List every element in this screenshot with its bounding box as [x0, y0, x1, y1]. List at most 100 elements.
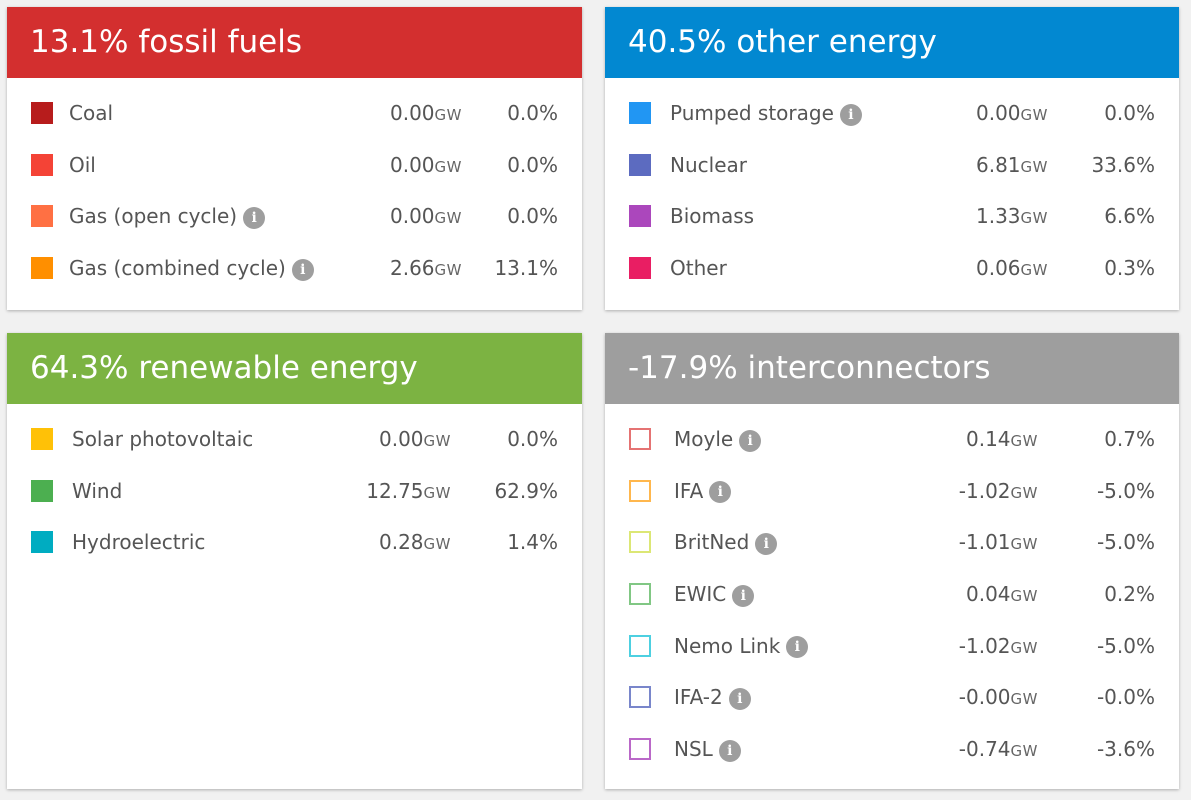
info-icon[interactable]: i [243, 206, 266, 229]
renewable-energy-rows: Solar photovoltaic 0.00GW 0.0% Wind 12.75GW 6… [7, 404, 582, 567]
info-icon[interactable]: i [291, 258, 314, 281]
source-row-coal: Coal 0.00GW 0.0% [7, 86, 582, 138]
source-row-hydroelectric: Hydroelectric 0.28GW 1.4% [7, 515, 582, 567]
source-label-text: IFA [674, 478, 704, 503]
gigawatt-value: -1.02GW [959, 619, 1038, 675]
gigawatt-value: 2.66GW [390, 241, 462, 297]
info-icon[interactable]: i [728, 687, 751, 710]
gigawatt-number: 0.28 [379, 530, 424, 555]
gigawatt-number: 0.00 [390, 101, 435, 125]
gigawatt-unit: GW [434, 261, 462, 280]
percent-value: 0.0% [1104, 101, 1155, 125]
gigawatt-unit: GW [434, 157, 462, 176]
source-label-text: Gas (open cycle) [69, 204, 238, 229]
source-label: Solar photovoltaic [72, 412, 253, 466]
source-label-text: Biomass [670, 204, 755, 229]
color-swatch [629, 153, 651, 176]
gigawatt-unit: GW [434, 106, 462, 124]
interconnectors-rows: Moyle i 0.14GW 0.7% IFA i -1.02GW -5.0% BritNed i… [605, 404, 1179, 774]
gigawatt-value: 0.00GW [976, 86, 1048, 142]
source-row-gas-combined-cycle: Gas (combined cycle) i 2.66GW 13.1% [7, 241, 582, 293]
source-label: Oil [69, 138, 96, 192]
percent-value: 6.6% [1104, 204, 1155, 229]
percent-value: 0.3% [1104, 256, 1155, 281]
source-label: IFA i [674, 464, 732, 518]
color-swatch [31, 531, 53, 554]
source-label: Nuclear [670, 138, 747, 192]
gigawatt-unit: GW [1010, 638, 1038, 657]
color-swatch [31, 153, 53, 176]
gigawatt-number: 12.75 [366, 478, 424, 503]
gigawatt-value: -1.01GW [959, 515, 1038, 571]
percent-value: -5.0% [1096, 530, 1155, 555]
color-swatch [629, 634, 651, 657]
source-label: Hydroelectric [72, 515, 205, 569]
gigawatt-number: 6.81 [976, 152, 1021, 177]
gigawatt-unit: GW [423, 483, 451, 502]
color-swatch [629, 428, 651, 450]
source-row-nemo-link: Nemo Link i -1.02GW -5.0% [605, 619, 1179, 671]
gigawatt-value: 0.14GW [966, 412, 1038, 468]
percent-value: 0.7% [1104, 427, 1155, 451]
percent-value: 62.9% [494, 478, 558, 503]
info-icon[interactable]: i [732, 584, 755, 607]
percent-value: -5.0% [1096, 633, 1155, 658]
source-label: NSL i [674, 722, 741, 776]
gigawatt-unit: GW [1020, 106, 1048, 124]
source-row-nsl: NSL i -0.74GW -3.6% [605, 722, 1179, 774]
info-icon[interactable]: i [739, 429, 762, 452]
source-label: Coal [69, 86, 113, 140]
source-row-nuclear: Nuclear 6.81GW 33.6% [605, 138, 1179, 190]
percent-value: 0.0% [507, 427, 558, 451]
percent-value: 0.0% [507, 101, 558, 125]
percent-value: 33.6% [1091, 152, 1155, 177]
gigawatt-unit: GW [423, 432, 451, 450]
color-swatch [629, 479, 651, 502]
source-row-britned: BritNed i -1.01GW -5.0% [605, 515, 1179, 567]
gigawatt-number: -1.01 [958, 530, 1011, 555]
color-swatch [629, 686, 651, 709]
gigawatt-value: 0.00GW [379, 412, 451, 468]
gigawatt-number: 1.33 [976, 204, 1021, 229]
color-swatch [629, 102, 651, 124]
gigawatt-number: 0.00 [390, 152, 435, 177]
source-label: Wind [72, 464, 122, 518]
source-label: BritNed i [674, 515, 778, 569]
gigawatt-number: -1.02 [958, 633, 1011, 658]
color-swatch [629, 531, 651, 554]
color-swatch [31, 102, 53, 124]
info-icon[interactable]: i [786, 636, 809, 659]
source-label-text: Other [670, 256, 727, 281]
gigawatt-unit: GW [1010, 587, 1038, 606]
gigawatt-unit: GW [1020, 261, 1048, 280]
gigawatt-number: 0.06 [976, 256, 1021, 281]
source-label: Pumped storage i [670, 86, 862, 140]
percent-value: 13.1% [494, 256, 558, 281]
source-label-text: Nuclear [670, 152, 747, 177]
gigawatt-number: -1.02 [958, 478, 1011, 503]
gigawatt-value: 0.04GW [966, 567, 1038, 623]
other-energy-panel: 40.5% other energy Pumped storage i 0.00GW… [605, 7, 1179, 310]
gigawatt-number: 2.66 [390, 256, 435, 281]
source-row-biomass: Biomass 1.33GW 6.6% [605, 189, 1179, 241]
gigawatt-number: 0.04 [966, 582, 1011, 607]
interconnectors-panel: -17.9% interconnectors Moyle i 0.14GW 0.7% I… [605, 333, 1179, 789]
other-energy-header: 40.5% other energy [605, 7, 1179, 78]
gigawatt-number: 0.14 [966, 427, 1011, 451]
info-icon[interactable]: i [755, 532, 778, 555]
color-swatch [629, 257, 651, 280]
source-row-ifa-2: IFA-2 i -0.00GW -0.0% [605, 670, 1179, 722]
gigawatt-value: -1.02GW [959, 464, 1038, 520]
source-row-oil: Oil 0.00GW 0.0% [7, 138, 582, 190]
info-icon[interactable]: i [839, 103, 862, 126]
color-swatch [629, 738, 651, 761]
source-label-text: Coal [69, 101, 114, 125]
info-icon[interactable]: i [709, 481, 732, 504]
gigawatt-value: -0.74GW [959, 722, 1038, 778]
source-row-ewic: EWIC i 0.04GW 0.2% [605, 567, 1179, 619]
source-label-text: Hydroelectric [72, 530, 206, 555]
source-label-text: NSL [674, 737, 713, 762]
info-icon[interactable]: i [718, 739, 741, 762]
other-energy-rows: Pumped storage i 0.00GW 0.0% Nuclear 6.81 GW 33… [605, 78, 1179, 293]
gigawatt-unit: GW [434, 209, 462, 228]
